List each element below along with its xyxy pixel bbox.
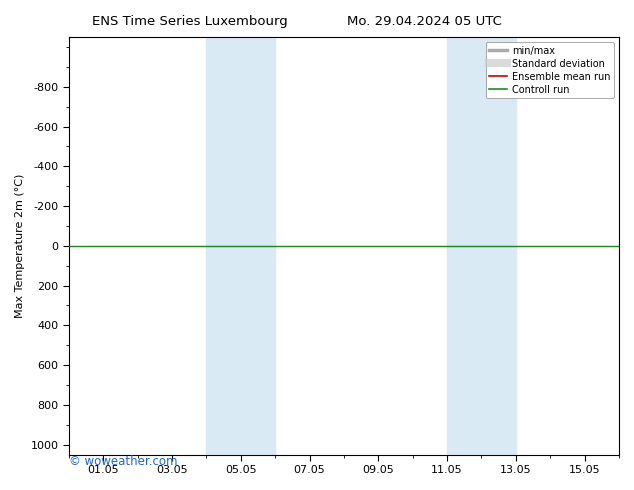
Y-axis label: Max Temperature 2m (°C): Max Temperature 2m (°C) (15, 173, 25, 318)
Text: Mo. 29.04.2024 05 UTC: Mo. 29.04.2024 05 UTC (347, 15, 502, 28)
Text: © woweather.com: © woweather.com (69, 455, 178, 467)
Text: ENS Time Series Luxembourg: ENS Time Series Luxembourg (93, 15, 288, 28)
Bar (207, 37, 275, 455)
Bar (447, 37, 516, 455)
Legend: min/max, Standard deviation, Ensemble mean run, Controll run: min/max, Standard deviation, Ensemble me… (486, 42, 614, 98)
